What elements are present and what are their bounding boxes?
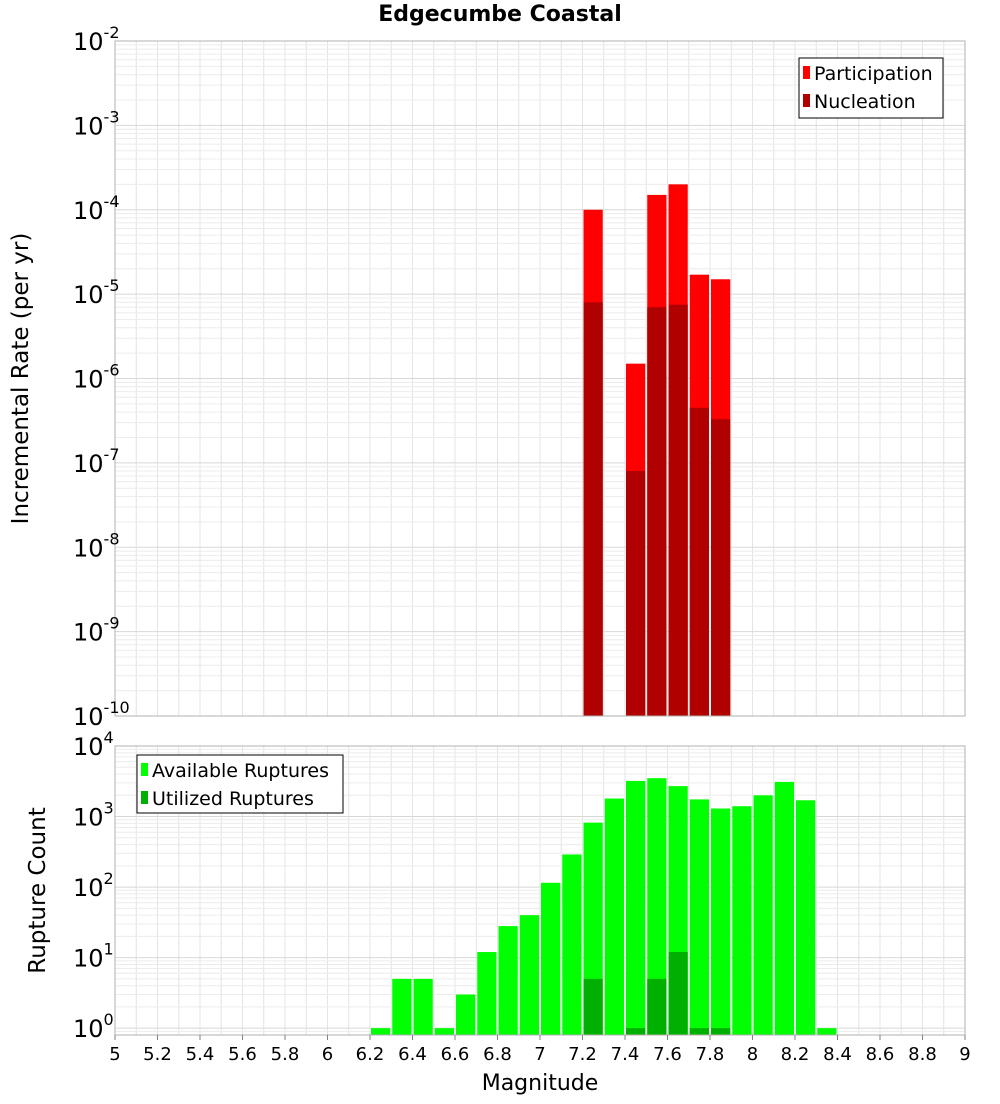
x-tick-label: 5 — [109, 1044, 120, 1065]
legend-label: Nucleation — [814, 91, 916, 113]
y-tick-label: 101 — [73, 940, 114, 973]
y-tick-label: 100 — [73, 1010, 114, 1043]
bar-primary — [541, 882, 561, 1035]
x-tick-label: 6.8 — [483, 1044, 512, 1065]
bar-secondary — [689, 1028, 709, 1035]
bar-secondary — [583, 302, 603, 716]
y-tick-label: 103 — [73, 799, 114, 832]
x-tick-label: 7.6 — [653, 1044, 682, 1065]
x-tick-label: 5.8 — [271, 1044, 300, 1065]
y-axis-label: Rupture Count — [25, 807, 51, 973]
legend-swatch — [141, 791, 148, 804]
bar-primary — [604, 798, 624, 1035]
y-tick-label: 10-3 — [73, 107, 120, 140]
x-tick-label: 8 — [747, 1044, 758, 1065]
legend-swatch — [803, 94, 810, 107]
bar-primary — [774, 781, 794, 1035]
bar-primary — [626, 780, 646, 1035]
x-tick-label: 6.6 — [441, 1044, 470, 1065]
y-tick-label: 10-9 — [73, 614, 120, 647]
bar-primary — [371, 1028, 391, 1035]
x-tick-label: 7.8 — [696, 1044, 725, 1065]
bar-primary — [519, 915, 539, 1035]
legend-label: Available Ruptures — [152, 760, 329, 782]
bar-secondary — [668, 952, 688, 1035]
bar-primary — [732, 806, 752, 1035]
x-tick-label: 5.4 — [186, 1044, 215, 1065]
bar-secondary — [689, 407, 709, 716]
legend-label: Participation — [814, 63, 933, 85]
bar-primary — [817, 1028, 837, 1035]
bar-primary — [498, 926, 518, 1035]
y-tick-label: 10-8 — [73, 529, 120, 562]
x-tick-label: 5.6 — [228, 1044, 257, 1065]
y-tick-label: 10-5 — [73, 276, 120, 309]
bar-secondary — [668, 304, 688, 716]
x-tick-label: 8.2 — [781, 1044, 810, 1065]
x-tick-label: 7.4 — [611, 1044, 640, 1065]
bar-primary — [434, 1028, 454, 1035]
x-tick-label: 9 — [959, 1044, 970, 1065]
bar-primary — [796, 800, 816, 1035]
bar-primary — [711, 808, 731, 1035]
x-axis-label: Magnitude — [482, 1071, 599, 1096]
legend-swatch — [803, 66, 810, 79]
x-tick-label: 6.2 — [356, 1044, 385, 1065]
legend-label: Utilized Ruptures — [152, 788, 314, 810]
bar-secondary — [647, 307, 667, 716]
x-tick-label: 8.8 — [908, 1044, 937, 1065]
bar-primary — [477, 952, 497, 1035]
y-tick-label: 10-10 — [73, 698, 130, 731]
x-tick-label: 8.4 — [823, 1044, 852, 1065]
bar-primary — [647, 778, 667, 1035]
legend-swatch — [141, 763, 148, 776]
x-tick-label: 7.2 — [568, 1044, 597, 1065]
y-tick-label: 104 — [73, 728, 114, 761]
y-axis-label: Incremental Rate (per yr) — [8, 233, 34, 525]
chart-title: Edgecumbe Coastal — [378, 2, 622, 27]
bar-secondary — [711, 419, 731, 716]
y-tick-label: 10-7 — [73, 445, 120, 478]
legend-box — [798, 57, 944, 119]
bar-primary — [392, 978, 412, 1035]
bar-primary — [456, 994, 476, 1035]
bar-secondary — [626, 1028, 646, 1035]
bar-primary — [689, 799, 709, 1035]
plot-border — [114, 40, 966, 717]
bar-primary — [753, 795, 773, 1035]
x-tick-label: 8.6 — [866, 1044, 895, 1065]
y-tick-label: 10-6 — [73, 361, 120, 394]
x-tick-label: 5.2 — [143, 1044, 172, 1065]
bar-primary — [562, 854, 582, 1035]
y-tick-label: 102 — [73, 869, 114, 902]
x-tick-label: 7 — [534, 1044, 545, 1065]
x-tick-label: 6.4 — [398, 1044, 427, 1065]
bar-primary — [413, 978, 433, 1035]
x-tick-label: 6 — [322, 1044, 333, 1065]
bar-secondary — [626, 471, 646, 716]
bar-secondary — [583, 978, 603, 1035]
y-tick-label: 10-2 — [73, 23, 120, 56]
legend-box — [136, 754, 344, 814]
y-tick-label: 10-4 — [73, 192, 120, 225]
bar-secondary — [711, 1028, 731, 1035]
bar-secondary — [647, 978, 667, 1035]
